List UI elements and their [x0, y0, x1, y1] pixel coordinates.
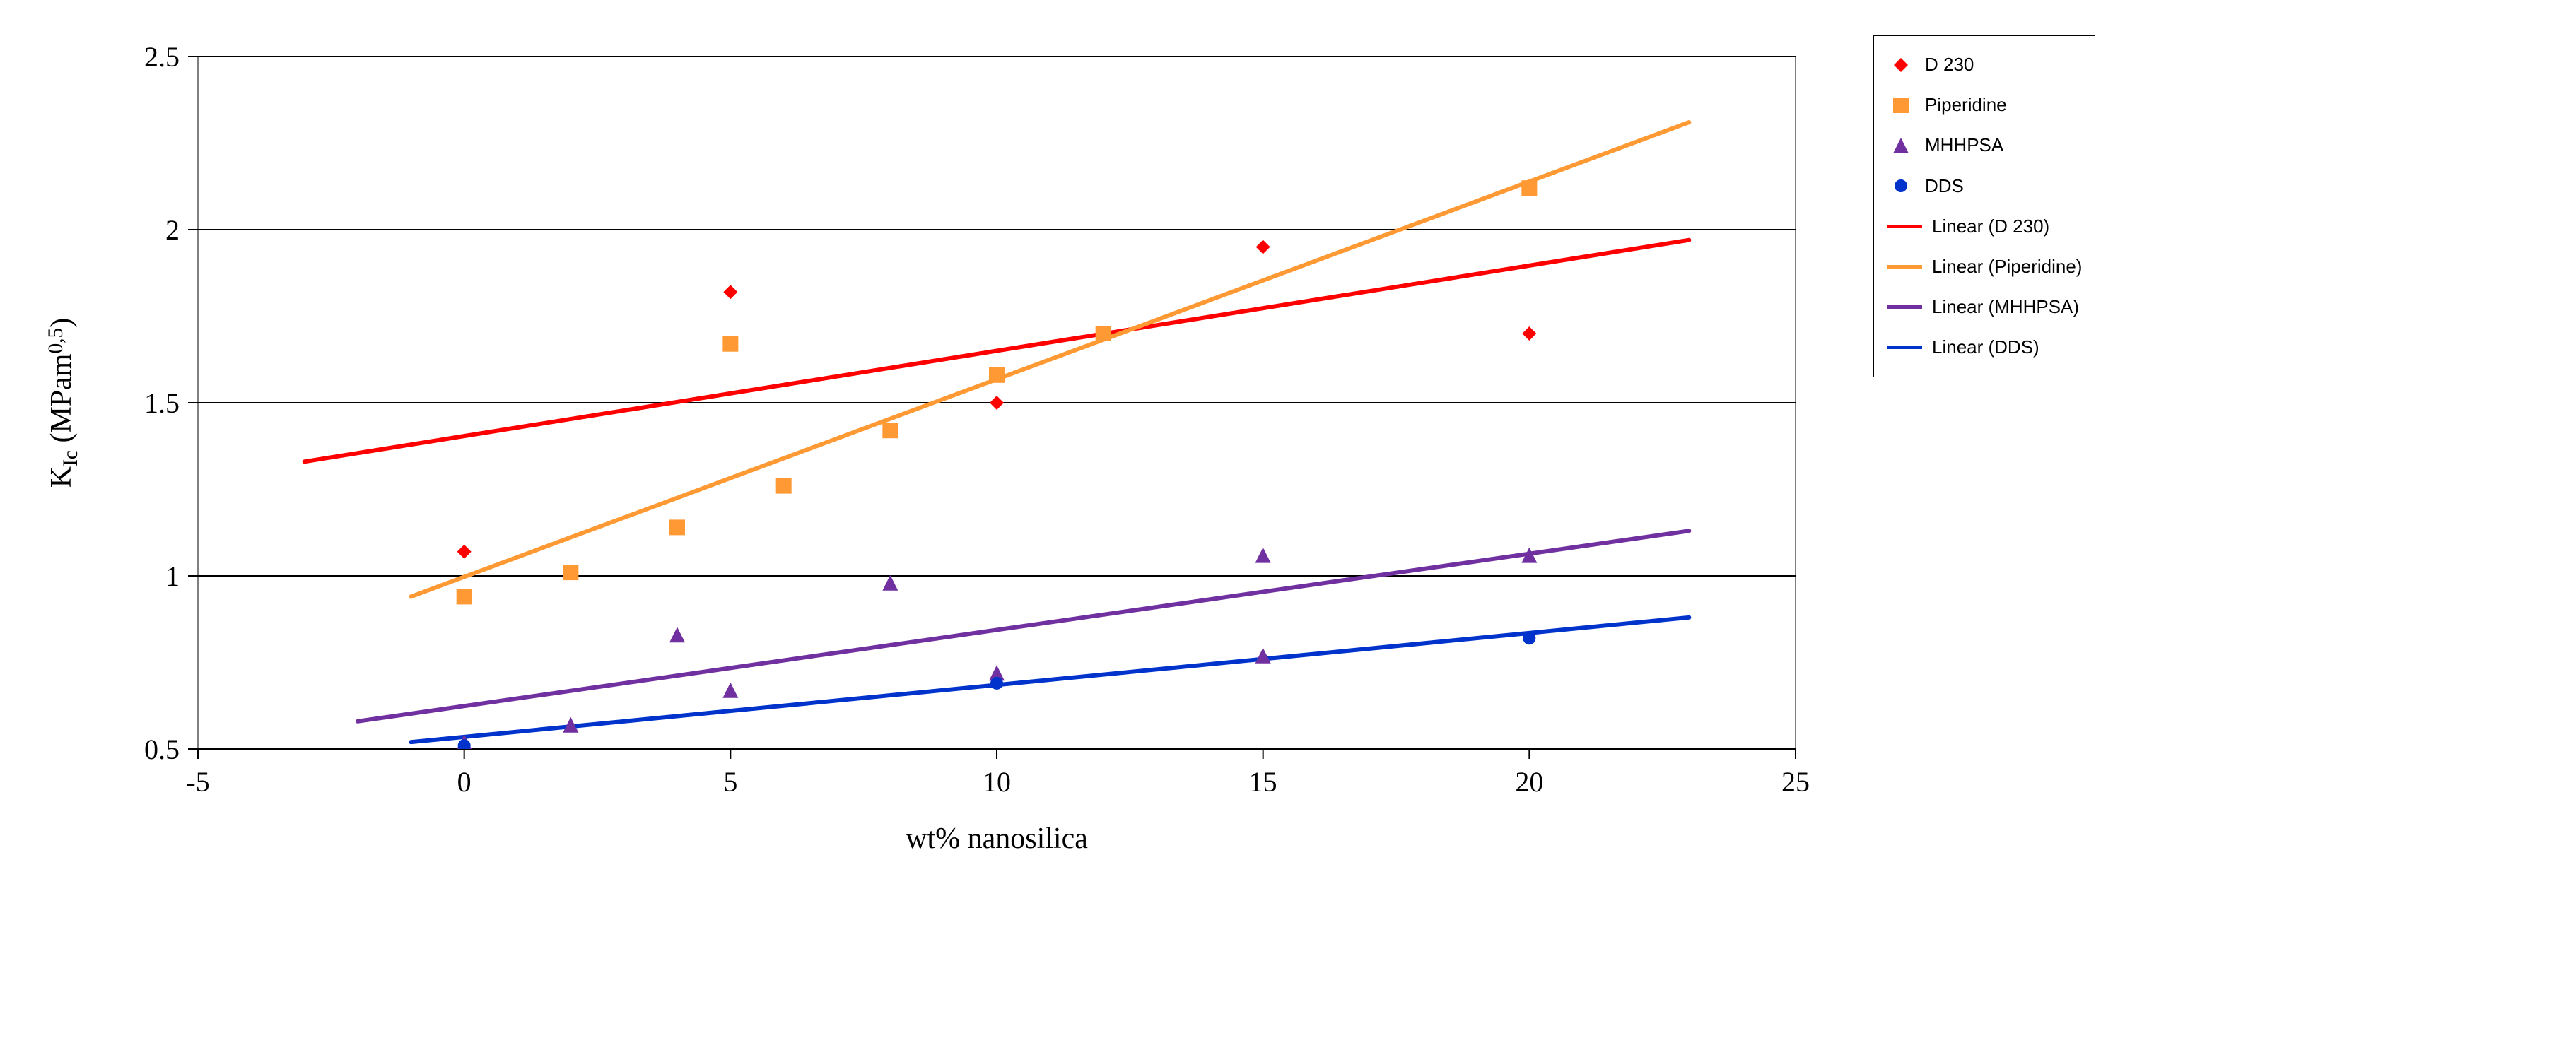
legend-label: Piperidine — [1925, 85, 2007, 125]
legend: D 230PiperidineMHHPSADDSLinear (D 230)Li… — [1873, 35, 2095, 377]
legend-item: D 230 — [1887, 45, 2082, 85]
legend-line — [1887, 346, 1922, 349]
legend-label: MHHPSA — [1925, 125, 2003, 165]
legend-item: Piperidine — [1887, 85, 2082, 125]
legend-label: Linear (D 230) — [1932, 206, 2049, 247]
svg-text:0.5: 0.5 — [144, 733, 180, 765]
legend-label: DDS — [1925, 166, 1964, 206]
svg-text:2.5: 2.5 — [144, 41, 180, 73]
legend-item: Linear (DDS) — [1887, 327, 2082, 367]
svg-text:1: 1 — [165, 560, 180, 592]
plot-area: -5 0 5 10 15 20 25 0.5 1 1.5 2 2.5 wt% nanosilica KIc… — [14, 14, 1852, 1003]
legend-marker-circle — [1887, 177, 1915, 194]
svg-text:wt% nanosilica: wt% nanosilica — [906, 822, 1088, 855]
legend-label: Linear (Piperidine) — [1932, 247, 2082, 287]
legend-item: Linear (D 230) — [1887, 206, 2082, 247]
svg-text:15: 15 — [1249, 766, 1277, 798]
svg-text:1.5: 1.5 — [144, 387, 180, 419]
legend-line — [1887, 225, 1922, 228]
svg-text:20: 20 — [1515, 766, 1543, 798]
svg-text:25: 25 — [1781, 766, 1810, 798]
legend-label: Linear (MHHPSA) — [1932, 287, 2079, 327]
legend-item: Linear (Piperidine) — [1887, 247, 2082, 287]
legend-item: MHHPSA — [1887, 125, 2082, 165]
legend-marker-triangle — [1887, 137, 1915, 154]
legend-marker-square — [1887, 97, 1915, 114]
svg-text:0: 0 — [457, 766, 472, 798]
legend-line — [1887, 305, 1922, 309]
svg-text:2: 2 — [165, 214, 180, 246]
legend-item: DDS — [1887, 166, 2082, 206]
svg-text:5: 5 — [723, 766, 737, 798]
legend-label: D 230 — [1925, 45, 1974, 85]
legend-item: Linear (MHHPSA) — [1887, 287, 2082, 327]
svg-text:-5: -5 — [186, 766, 209, 798]
chart-svg: -5 0 5 10 15 20 25 0.5 1 1.5 2 2.5 wt% nanosilica KIc… — [14, 14, 1852, 1003]
legend-line — [1887, 265, 1922, 269]
svg-text:KIc (MPam0,5): KIc (MPam0,5) — [45, 318, 81, 488]
legend-marker-diamond — [1887, 57, 1915, 73]
svg-text:10: 10 — [983, 766, 1011, 798]
legend-label: Linear (DDS) — [1932, 327, 2039, 367]
chart-container: -5 0 5 10 15 20 25 0.5 1 1.5 2 2.5 wt% nanosilica KIc… — [14, 14, 2562, 1003]
